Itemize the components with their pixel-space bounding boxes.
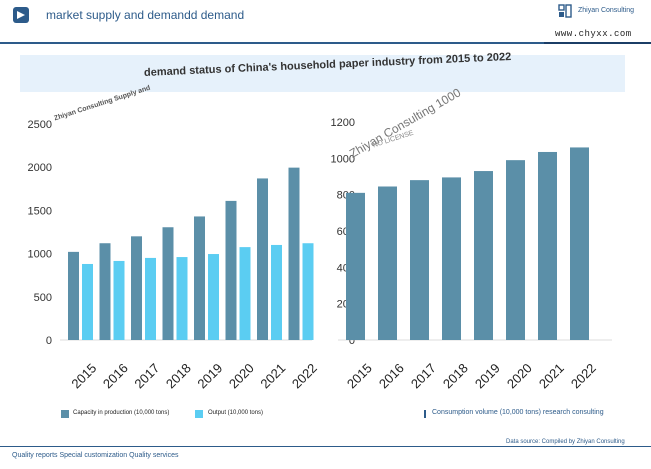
bar-consumption-2020	[506, 160, 525, 340]
x-tick-label: 2018	[163, 360, 194, 391]
header-divider	[0, 42, 651, 44]
header-divider-accent	[544, 42, 651, 44]
legend-label-output: Output (10,000 tons)	[208, 410, 264, 416]
legend-swatch-output	[195, 410, 203, 418]
y-tick-label: 0	[349, 335, 355, 347]
x-tick-label: 2015	[344, 360, 375, 391]
x-tick-label: 2021	[536, 360, 567, 391]
site-url[interactable]: www.chyxx.com	[555, 29, 632, 39]
bar-capacity-2015	[68, 251, 79, 340]
y-tick-label: 0	[46, 335, 52, 347]
x-tick-label: 2020	[226, 360, 257, 391]
x-tick-label: 2022	[289, 360, 320, 391]
page-title: market supply and demandd demand	[46, 8, 245, 22]
y-tick-label: 1000	[28, 249, 52, 261]
bar-consumption-2019	[474, 171, 493, 340]
x-tick-label: 2022	[568, 360, 599, 391]
x-tick-label: 2019	[472, 360, 503, 391]
brand-name: Zhiyan Consulting	[578, 7, 635, 14]
bar-output-2022	[302, 243, 314, 340]
bar-consumption-2022	[570, 147, 589, 340]
bar-output-2020	[239, 247, 251, 340]
legend-label-consumption: Consumption volume (10,000 tons) researc…	[432, 409, 604, 416]
legend-swatch-consumption	[424, 410, 426, 418]
bar-output-2015	[82, 263, 93, 340]
x-tick-label: 2017	[131, 360, 162, 391]
bar-output-2021	[271, 244, 282, 340]
y-tick-label: 2500	[28, 119, 52, 131]
header-logo-icon	[13, 7, 29, 23]
bar-capacity-2018	[162, 227, 174, 340]
bar-output-2018	[176, 257, 188, 340]
brand-logo: Zhiyan Consulting	[558, 4, 648, 20]
x-tick-label: 2016	[100, 360, 131, 391]
y-tick-label: 500	[34, 292, 52, 304]
legend-label-capacity: Capacity in production (10,000 tons)	[73, 410, 170, 416]
bar-capacity-2020	[225, 200, 237, 340]
x-tick-label: 2018	[440, 360, 471, 391]
zhiyan-logo-icon	[558, 4, 572, 18]
bar-output-2017	[145, 257, 156, 340]
bar-consumption-2017	[410, 180, 429, 340]
x-tick-label: 2019	[194, 360, 225, 391]
bar-capacity-2022	[288, 167, 300, 340]
x-tick-label: 2016	[376, 360, 407, 391]
y-tick-label: 1000	[331, 153, 355, 165]
bar-consumption-2016	[378, 186, 397, 340]
bar-capacity-2017	[131, 236, 142, 340]
x-tick-label: 2021	[257, 360, 288, 391]
x-tick-label: 2015	[68, 360, 99, 391]
x-tick-label: 2020	[504, 360, 535, 391]
chart-title-banner	[20, 55, 625, 92]
bar-capacity-2021	[257, 178, 268, 340]
footer-divider	[0, 446, 651, 447]
y-tick-label: 1200	[331, 117, 355, 129]
footer-tagline: Quality reports Special customization Qu…	[12, 452, 179, 459]
x-tick-label: 2017	[408, 360, 439, 391]
y-tick-label: 2000	[28, 162, 52, 174]
bar-capacity-2019	[194, 216, 205, 340]
legend-swatch-capacity	[61, 410, 69, 418]
bar-output-2019	[208, 254, 219, 340]
data-source: Data source: Compiled by Zhiyan Consulti…	[506, 439, 625, 445]
bar-consumption-2021	[538, 151, 557, 340]
bar-capacity-2016	[99, 243, 111, 340]
bar-output-2016	[113, 260, 125, 340]
y-tick-label: 1500	[28, 205, 52, 217]
bar-consumption-2015	[346, 192, 365, 340]
bar-consumption-2018	[442, 177, 461, 340]
